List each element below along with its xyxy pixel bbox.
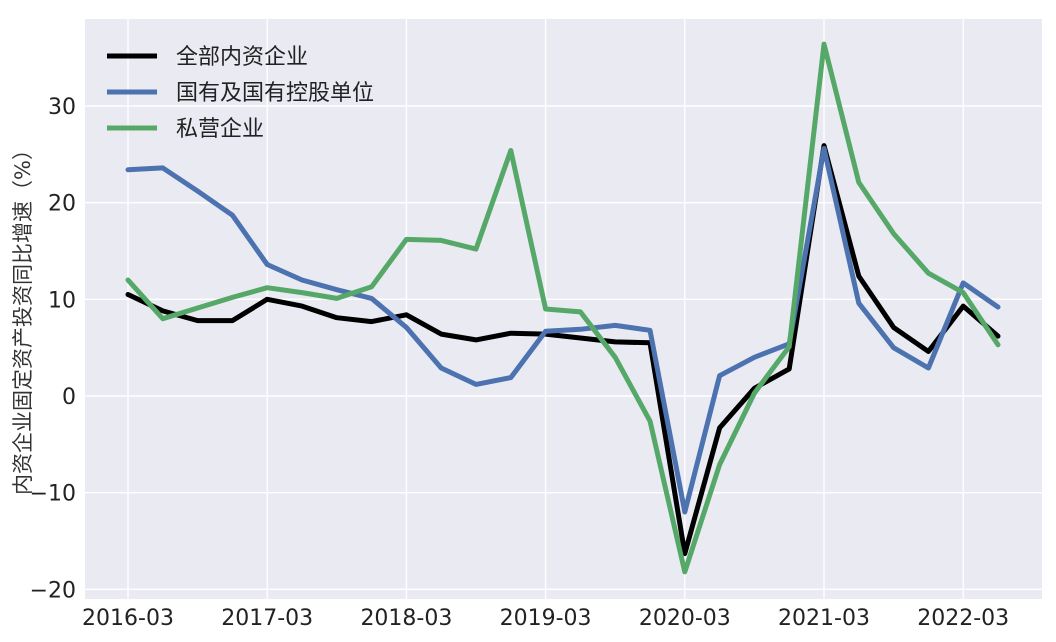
- legend-label: 国有及国有控股单位: [176, 81, 374, 106]
- x-tick-label: 2017-03: [221, 606, 313, 631]
- y-tick-label: 0: [62, 385, 76, 410]
- x-tick-label: 2021-03: [778, 606, 870, 631]
- x-tick-label: 2016-03: [82, 606, 174, 631]
- x-tick-label: 2019-03: [500, 606, 592, 631]
- x-tick-label: 2022-03: [917, 606, 1009, 631]
- y-tick-label: −10: [30, 482, 76, 507]
- y-tick-label: 30: [48, 95, 76, 120]
- x-tick-labels: 2016-03 2017-03 2018-03 2019-03 2020-03 2021-…: [82, 606, 1009, 631]
- series-line-1: [125, 143, 1001, 557]
- y-tick-label: 20: [48, 192, 76, 217]
- y-axis-label: 内资企业固定资产投资同比增速（%）: [11, 139, 35, 495]
- series-line-2: [125, 146, 1001, 515]
- legend-label: 全部内资企业: [176, 45, 308, 70]
- series-line-3: [125, 41, 1001, 575]
- y-tick-labels: −20 −10 0 10 20 30: [30, 95, 76, 603]
- x-tick-label: 2018-03: [360, 606, 452, 631]
- x-tick-label: 2020-03: [639, 606, 731, 631]
- y-tick-label: 10: [48, 288, 76, 313]
- y-tick-label: −20: [30, 578, 76, 603]
- series-lines: [125, 41, 1001, 575]
- legend-label: 私营企业: [176, 117, 264, 142]
